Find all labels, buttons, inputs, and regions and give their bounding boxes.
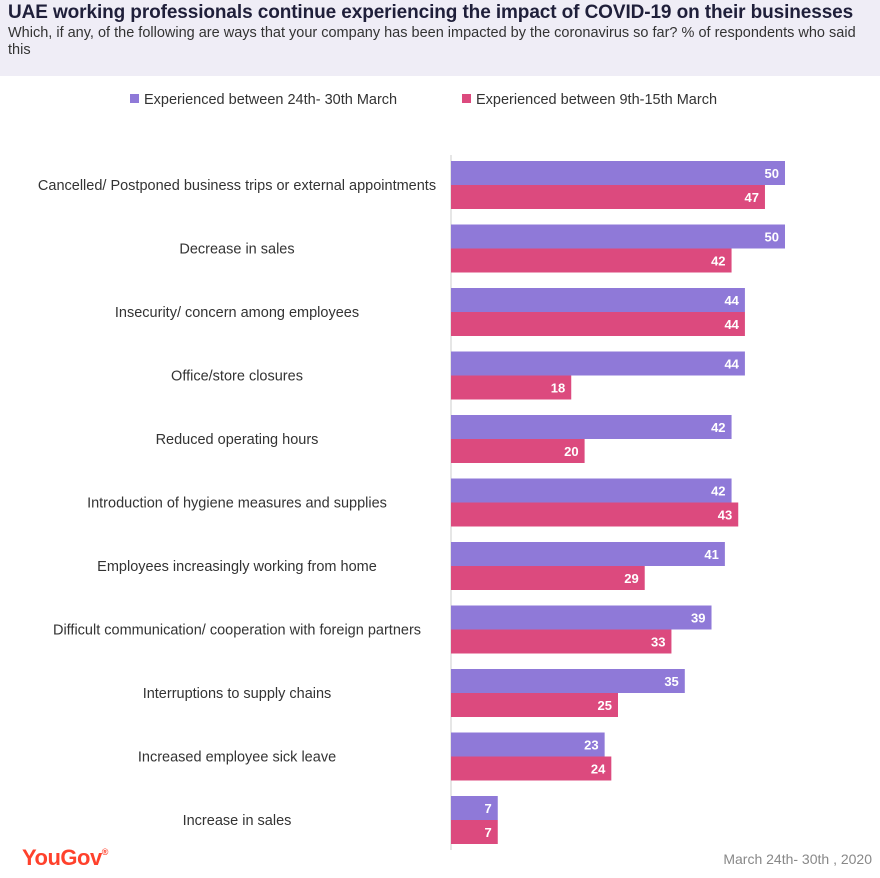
category-label-line: Introduction of hygiene measures and sup… <box>87 496 387 512</box>
category-label-line: Decrease in sales <box>179 242 294 258</box>
legend-item-series-1: Experienced between 24th- 30th March <box>130 92 397 108</box>
category-label-line: Office/store closures <box>171 369 303 385</box>
bar-series-1 <box>451 732 605 757</box>
category-label: Increased employee sick leave <box>138 750 336 766</box>
brand-mark-icon: ® <box>101 847 109 857</box>
bar-series-2 <box>451 185 765 209</box>
category-label-line: Cancelled/ Postponed business trips or e… <box>38 178 436 194</box>
data-label-series-1: 23 <box>584 738 598 753</box>
data-label-series-1: 42 <box>711 420 725 435</box>
data-label-series-2: 44 <box>724 317 739 332</box>
data-label-series-1: 50 <box>765 230 779 245</box>
survey-date: March 24th- 30th , 2020 <box>723 851 872 867</box>
chart-title: UAE working professionals continue exper… <box>8 2 854 23</box>
data-label-series-2: 42 <box>711 254 725 269</box>
data-label-series-2: 18 <box>551 381 565 396</box>
chart-subtitle: Which, if any, of the following are ways… <box>8 25 856 58</box>
data-label-series-2: 20 <box>564 444 578 459</box>
bar-series-2 <box>451 629 672 654</box>
legend-label-series-1: Experienced between 24th- 30th March <box>144 92 398 108</box>
data-label-series-1: 41 <box>704 547 718 562</box>
bar-series-1 <box>451 415 732 439</box>
category-label: Insecurity/ concern among employees <box>115 305 359 321</box>
category-label-line: Increase in sales <box>183 813 292 829</box>
data-label-series-2: 24 <box>591 762 606 777</box>
data-label-series-1: 50 <box>765 166 779 181</box>
category-label-line: Employees increasingly working from home <box>97 559 377 575</box>
category-label-line: Increased employee sick leave <box>138 750 336 766</box>
legend-swatch-series-1 <box>130 94 139 103</box>
bar-series-2 <box>451 248 732 273</box>
category-label: Difficult communication/ cooperation wit… <box>53 623 421 639</box>
data-label-series-1: 35 <box>664 674 678 689</box>
data-label-series-2: 43 <box>718 508 732 523</box>
bar-series-2 <box>451 566 645 590</box>
data-label-series-1: 42 <box>711 484 725 499</box>
header-banner: UAE working professionals continue exper… <box>0 0 880 76</box>
bar-series-2 <box>451 439 585 463</box>
category-label: Decrease in sales <box>179 242 294 258</box>
bar-series-1 <box>451 224 785 249</box>
bar-series-1 <box>451 669 685 693</box>
bar-series-1 <box>451 605 712 630</box>
legend: Experienced between 24th- 30th March Exp… <box>0 92 880 112</box>
bar-series-1 <box>451 351 745 376</box>
data-label-series-2: 47 <box>744 190 758 205</box>
bar-series-2 <box>451 312 745 336</box>
data-label-series-1: 7 <box>485 801 492 816</box>
data-label-series-2: 33 <box>651 635 665 650</box>
category-label: Cancelled/ Postponed business trips or e… <box>38 178 436 194</box>
bar-series-1 <box>451 542 725 566</box>
bar-series-2 <box>451 375 572 400</box>
bar-series-1 <box>451 478 732 503</box>
category-label: Employees increasingly working from home <box>97 559 377 575</box>
data-label-series-1: 39 <box>691 611 705 626</box>
category-label-line: Insecurity/ concern among employees <box>115 305 359 321</box>
data-label-series-1: 44 <box>724 357 739 372</box>
data-label-series-2: 29 <box>624 571 638 586</box>
legend-item-series-2: Experienced between 9th-15th March <box>462 92 717 108</box>
category-label-line: Difficult communication/ cooperation wit… <box>53 623 421 639</box>
data-label-series-1: 44 <box>724 293 739 308</box>
bar-series-2 <box>451 502 739 527</box>
data-label-series-2: 7 <box>485 825 492 840</box>
category-label: Office/store closures <box>171 369 303 385</box>
bar-series-1 <box>451 796 498 820</box>
category-label: Increase in sales <box>183 813 292 829</box>
category-label-line: Interruptions to supply chains <box>143 686 332 702</box>
bar-series-1 <box>451 288 745 312</box>
category-label-line: Reduced operating hours <box>156 432 319 448</box>
legend-swatch-series-2 <box>462 94 471 103</box>
category-label: Reduced operating hours <box>156 432 319 448</box>
yougov-logo: YouGov® <box>22 845 108 871</box>
legend-label-series-2: Experienced between 9th-15th March <box>476 92 718 108</box>
bar-series-1 <box>451 161 785 185</box>
category-label: Introduction of hygiene measures and sup… <box>87 496 387 512</box>
bar-series-2 <box>451 820 498 844</box>
bar-series-2 <box>451 693 618 717</box>
category-label: Interruptions to supply chains <box>143 686 332 702</box>
bar-series-2 <box>451 756 612 781</box>
brand-text: YouGov <box>22 845 102 870</box>
data-label-series-2: 25 <box>598 698 612 713</box>
